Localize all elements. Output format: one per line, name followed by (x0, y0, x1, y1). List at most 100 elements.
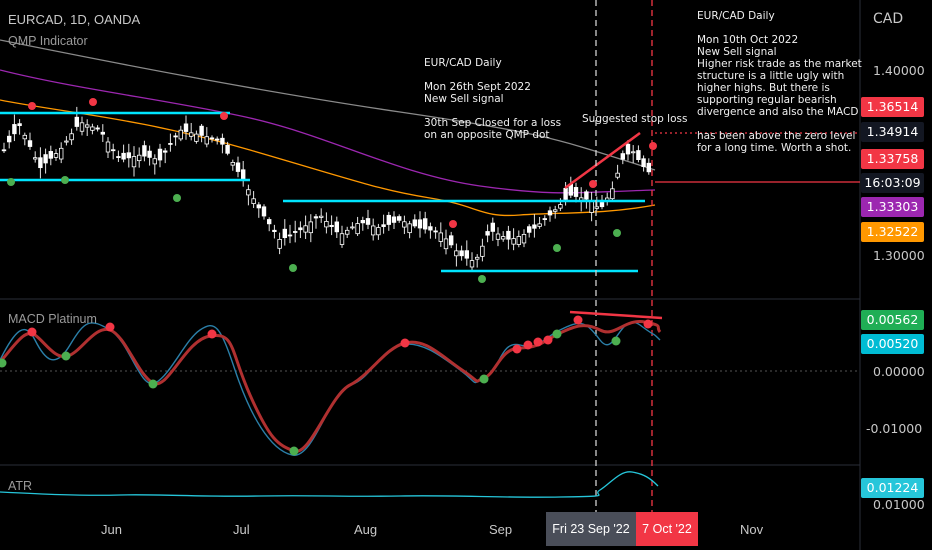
candle-body (641, 158, 646, 167)
candle-body (542, 218, 547, 221)
atr-tag: 0.01224 (861, 478, 924, 498)
macd-divergence-line[interactable] (569, 310, 663, 320)
time-label-nov: Nov (740, 522, 764, 537)
candle-body (209, 137, 215, 140)
candle-body (344, 229, 350, 235)
candle-body (188, 132, 194, 137)
candle-body (256, 204, 261, 209)
annotation-sept-signal[interactable]: EUR/CAD Daily Mon 26th Sept 2022 New Sel… (424, 57, 562, 141)
price-tag-high: 1.34914 (861, 122, 924, 142)
indicator-name[interactable]: QMP Indicator (8, 34, 88, 48)
buy-dot (478, 275, 486, 283)
macd-dots (0, 315, 653, 456)
candle-body (318, 215, 324, 218)
symbol-title[interactable]: EURCAD, 1D, OANDA (8, 12, 141, 27)
candle-body (214, 138, 220, 141)
candlestick-series[interactable] (1, 106, 651, 272)
candle-body (339, 233, 345, 245)
higher-highs-trendline[interactable] (564, 131, 641, 190)
candle-body (350, 226, 355, 229)
candle-body (53, 153, 59, 158)
candle-body (558, 204, 563, 209)
candle-body (298, 227, 303, 231)
candle-body (631, 151, 636, 154)
candle-body (584, 191, 589, 200)
candle-body (537, 223, 542, 227)
buy-dot (61, 176, 69, 184)
candle-body (391, 216, 397, 223)
candle-body (360, 219, 365, 224)
candle-body (282, 228, 287, 239)
candle-body (147, 150, 152, 158)
candle-body (516, 236, 521, 245)
candle-body (220, 137, 225, 145)
countdown-tag: 16:03:09 (861, 173, 924, 193)
candle-body (334, 221, 339, 233)
candle-body (162, 150, 168, 153)
price-tick: 1.30000 (873, 248, 925, 263)
ma-purple-line (0, 69, 656, 194)
sell-dot (649, 142, 657, 150)
candle-body (131, 156, 137, 168)
annotation-oct-signal[interactable]: EUR/CAD Daily Mon 10th Oct 2022 New Sell… (697, 10, 862, 154)
candle-body (142, 145, 147, 157)
candle-body (277, 238, 282, 249)
candle-body (589, 201, 594, 213)
candle-body (485, 231, 490, 236)
atr-tick: 0.01000 (873, 497, 925, 512)
ma-gray-line (0, 39, 656, 171)
candle-body (95, 127, 100, 130)
candle-body (79, 122, 85, 132)
candle-body (121, 152, 126, 160)
macd-tick: -0.01000 (866, 421, 923, 436)
candle-body (620, 153, 625, 160)
candle-body (402, 221, 407, 228)
candle-body (636, 150, 641, 161)
candle-body (33, 157, 38, 160)
candle-body (428, 226, 433, 231)
atr-pane-label[interactable]: ATR (8, 479, 33, 493)
atr-line (0, 471, 659, 498)
candle-body (157, 148, 163, 161)
candle-body (422, 218, 428, 230)
candle-body (168, 143, 173, 145)
candle-body (547, 210, 553, 216)
candle-body (355, 223, 360, 235)
candle-body (474, 256, 480, 260)
candle-body (625, 143, 631, 155)
macd-pane-label[interactable]: MACD Platinum (8, 312, 97, 326)
price-tag-stop: 1.36514 (861, 97, 924, 117)
candle-body (532, 224, 537, 229)
candle-body (527, 226, 532, 233)
candle-body (22, 134, 27, 140)
buy-dot (289, 264, 297, 272)
candle-body (178, 129, 183, 140)
candle-body (511, 238, 516, 245)
candle-body (308, 221, 313, 234)
time-label-sep: Sep (489, 522, 513, 537)
candle-body (266, 219, 272, 225)
candle-body (199, 125, 204, 136)
candle-body (287, 234, 293, 237)
candle-body (100, 131, 105, 135)
buy-dot (553, 244, 561, 252)
candle-body (235, 162, 241, 172)
candle-body (506, 230, 511, 240)
candle-body (292, 231, 298, 233)
buy-dot (613, 229, 621, 237)
candle-body (433, 230, 438, 233)
macd-tag: 0.00562 (861, 310, 924, 330)
candle-body (376, 227, 381, 236)
candle-body (1, 149, 7, 152)
candle-body (126, 152, 131, 159)
candle-body (12, 124, 17, 135)
price-tag-ma-orange: 1.32522 (861, 222, 924, 242)
candle-body (136, 154, 142, 162)
price-tick: 1.40000 (873, 63, 925, 78)
candle-body (386, 214, 391, 225)
candle-body (454, 250, 459, 257)
candle-body (303, 225, 308, 233)
candle-body (173, 135, 178, 138)
annotation-stop-loss[interactable]: Suggested stop loss (582, 113, 688, 125)
